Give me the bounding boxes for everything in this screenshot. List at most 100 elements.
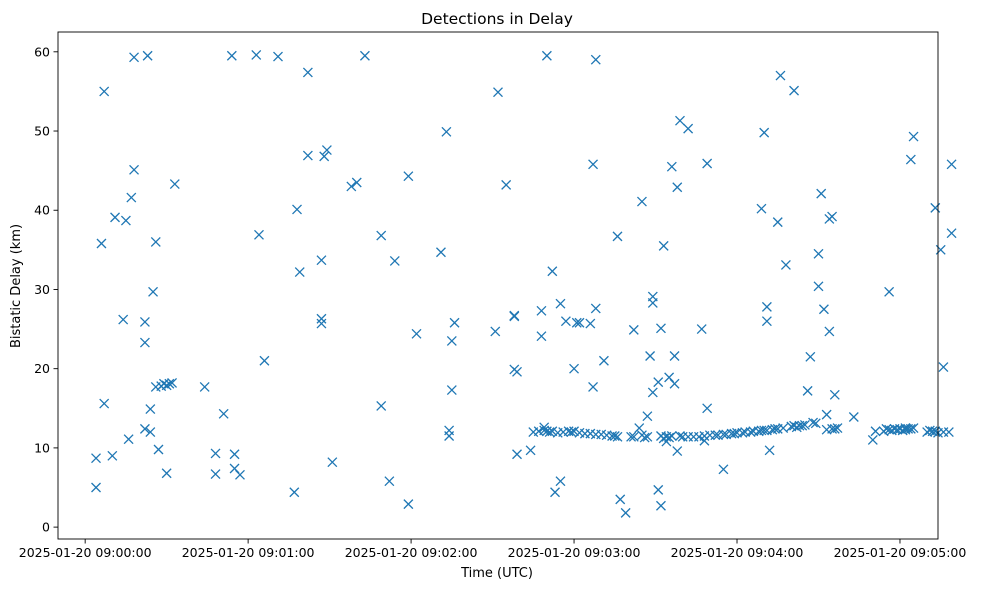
- data-point: [289, 487, 300, 498]
- y-tick-label: 20: [34, 361, 50, 376]
- data-point: [946, 228, 957, 239]
- data-point: [210, 448, 221, 459]
- data-point: [905, 423, 916, 434]
- data-point: [645, 351, 656, 361]
- data-point: [164, 378, 175, 389]
- data-point: [675, 115, 685, 126]
- data-point: [321, 145, 332, 155]
- data-point: [292, 204, 302, 215]
- data-point: [446, 385, 457, 396]
- x-tick-label: 2025-01-20 09:04:00: [671, 545, 804, 560]
- x-tick-label: 2025-01-20 09:01:00: [182, 545, 315, 560]
- data-point: [129, 164, 140, 175]
- plot-area-frame: [57, 31, 939, 540]
- data-point: [821, 409, 832, 420]
- data-point: [316, 318, 327, 329]
- data-point: [729, 428, 740, 439]
- data-point: [96, 238, 107, 249]
- data-point: [153, 444, 164, 455]
- y-axis: 0 10 20 30 40 50 60: [34, 44, 58, 535]
- data-point: [588, 159, 599, 170]
- data-point: [555, 298, 566, 309]
- data-point: [273, 51, 283, 62]
- data-point: [770, 423, 780, 434]
- data-point: [384, 476, 395, 487]
- data-point: [848, 412, 859, 422]
- data-point: [403, 499, 414, 510]
- data-point: [628, 324, 639, 335]
- data-point: [656, 323, 666, 334]
- y-tick-label: 60: [34, 44, 50, 59]
- data-point: [210, 469, 221, 480]
- data-point: [628, 431, 639, 442]
- data-point: [574, 317, 585, 328]
- data-point: [588, 381, 599, 392]
- data-point: [294, 267, 305, 277]
- data-point: [938, 362, 949, 373]
- data-point: [615, 494, 626, 505]
- data-point: [653, 377, 664, 388]
- data-point: [139, 423, 150, 434]
- y-tick-label: 30: [34, 282, 50, 297]
- data-point: [550, 487, 560, 498]
- data-point: [493, 87, 503, 98]
- data-point: [569, 426, 580, 437]
- data-point: [142, 50, 153, 61]
- data-point: [536, 331, 547, 342]
- data-point: [235, 469, 245, 480]
- data-point: [799, 419, 810, 430]
- data-point: [539, 425, 550, 436]
- data-point: [99, 86, 110, 97]
- data-point: [772, 217, 783, 228]
- data-point: [609, 431, 620, 441]
- data-point: [718, 464, 729, 475]
- data-point: [745, 427, 756, 438]
- data-point: [547, 426, 558, 437]
- data-point: [99, 398, 110, 409]
- data-point: [943, 427, 954, 438]
- data-point: [639, 432, 650, 443]
- data-point: [810, 418, 821, 429]
- data-point: [590, 303, 601, 314]
- data-point: [512, 449, 522, 460]
- data-point: [525, 445, 536, 456]
- data-point: [544, 427, 555, 438]
- data-point: [761, 301, 772, 312]
- data-point: [91, 453, 101, 464]
- data-point: [327, 457, 338, 468]
- data-point: [908, 423, 919, 434]
- data-point: [123, 434, 134, 445]
- data-point: [139, 316, 150, 327]
- data-point: [569, 363, 580, 374]
- y-tick-label: 40: [34, 203, 50, 218]
- data-point: [199, 381, 210, 392]
- data-point: [441, 126, 452, 137]
- data-point: [946, 159, 957, 170]
- data-point: [436, 247, 446, 258]
- data-point: [612, 231, 623, 242]
- data-point: [927, 426, 938, 437]
- data-point: [696, 324, 707, 335]
- data-point: [316, 255, 327, 266]
- data-point: [585, 318, 596, 329]
- data-point: [251, 50, 262, 60]
- x-tick-label: 2025-01-20 09:05:00: [834, 545, 967, 560]
- data-point: [829, 423, 840, 434]
- y-tick-label: 10: [34, 440, 50, 455]
- data-point: [764, 445, 775, 456]
- data-point: [789, 85, 800, 96]
- data-point: [761, 316, 772, 327]
- data-point: [346, 181, 357, 192]
- data-point: [254, 229, 264, 240]
- data-point: [560, 316, 571, 327]
- data-point: [145, 427, 156, 438]
- data-point: [218, 408, 229, 419]
- data-point: [647, 387, 658, 398]
- data-point: [547, 266, 558, 277]
- data-point: [702, 158, 713, 169]
- data-point: [702, 403, 713, 414]
- x-axis-label: Time (UTC): [460, 566, 533, 581]
- data-point: [129, 52, 140, 63]
- data-point: [813, 248, 824, 259]
